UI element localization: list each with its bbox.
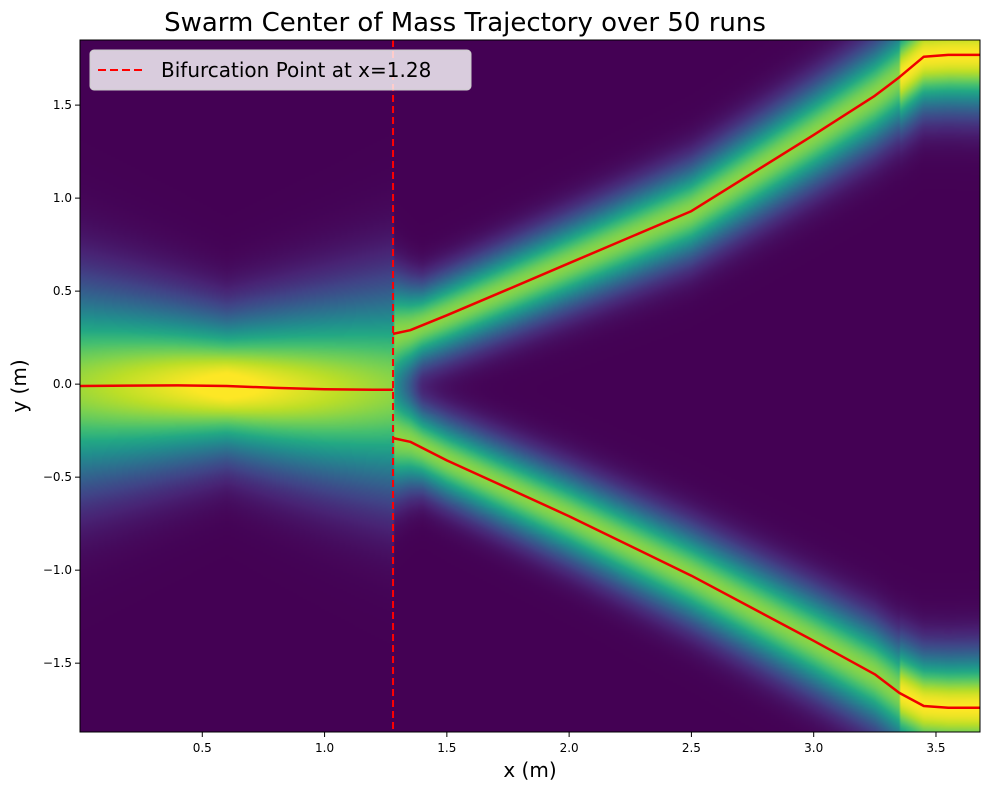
- x-tick-label: 1.0: [315, 741, 334, 755]
- x-tick-label: 3.5: [926, 741, 945, 755]
- trajectory-line-0: [79, 384, 393, 391]
- x-tick-label: 3.0: [804, 741, 823, 755]
- y-tick-label: 1.5: [53, 98, 72, 112]
- trajectory-line-2: [392, 436, 980, 710]
- trajectory-line-1: [392, 53, 980, 336]
- x-axis-label: x (m): [503, 758, 556, 782]
- trajectory-curves: [79, 53, 980, 710]
- legend-label: Bifurcation Point at x=1.28: [161, 58, 431, 82]
- y-tick-label: 0.5: [53, 284, 72, 298]
- y-tick-label: −1.5: [43, 656, 72, 670]
- y-axis-ticks: −1.5 −1.0 −0.5 0.0 0.5 1.0 1.5: [43, 98, 80, 670]
- y-tick-label: −0.5: [43, 470, 72, 484]
- x-tick-label: 1.5: [437, 741, 456, 755]
- y-axis-label: y (m): [7, 359, 31, 412]
- y-tick-label: −1.0: [43, 563, 72, 577]
- x-axis-ticks: 0.5 1.0 1.5 2.0 2.5 3.0 3.5: [193, 732, 946, 755]
- x-tick-label: 2.5: [682, 741, 701, 755]
- plot-frame: [79, 39, 981, 733]
- x-tick-label: 2.0: [560, 741, 579, 755]
- chart-title: Swarm Center of Mass Trajectory over 50 …: [164, 8, 766, 38]
- legend-box: [89, 49, 472, 91]
- x-tick-label: 0.5: [193, 741, 212, 755]
- y-tick-label: 1.0: [53, 191, 72, 205]
- legend: Bifurcation Point at x=1.28: [89, 49, 472, 91]
- y-tick-label: 0.0: [53, 377, 72, 391]
